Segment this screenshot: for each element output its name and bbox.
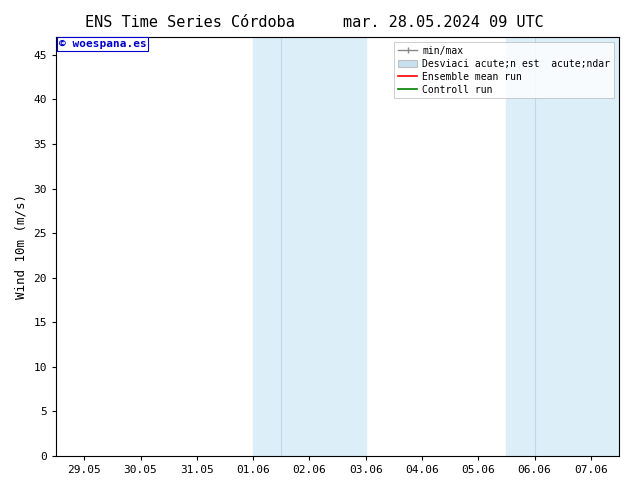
Y-axis label: Wind 10m (m/s): Wind 10m (m/s) bbox=[15, 194, 28, 299]
Bar bbox=[253, 37, 281, 456]
Bar bbox=[281, 37, 366, 456]
Bar bbox=[507, 37, 534, 456]
Bar bbox=[534, 37, 619, 456]
Text: © woespana.es: © woespana.es bbox=[59, 39, 146, 49]
Legend: min/max, Desviaci acute;n est  acute;ndar, Ensemble mean run, Controll run: min/max, Desviaci acute;n est acute;ndar… bbox=[394, 42, 614, 98]
Text: mar. 28.05.2024 09 UTC: mar. 28.05.2024 09 UTC bbox=[344, 15, 544, 30]
Text: ENS Time Series Córdoba: ENS Time Series Córdoba bbox=[85, 15, 295, 30]
